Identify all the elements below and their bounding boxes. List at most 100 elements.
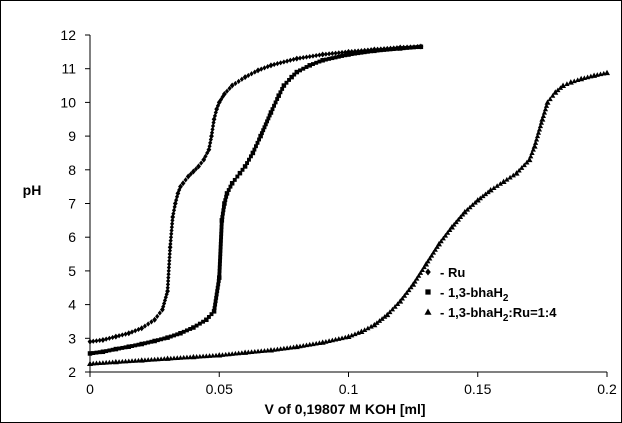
data-point	[317, 52, 322, 58]
legend-label: - Ru	[440, 265, 465, 280]
data-point	[320, 58, 325, 63]
data-point	[167, 254, 172, 261]
data-point	[405, 45, 410, 50]
data-point	[346, 48, 351, 55]
data-point	[275, 61, 280, 67]
data-point	[188, 171, 193, 177]
data-point	[172, 200, 178, 207]
x-tick-label: 0.1	[339, 381, 359, 397]
square-marker-icon	[425, 289, 431, 295]
data-point	[167, 248, 173, 254]
data-point	[368, 323, 374, 329]
data-point	[218, 258, 222, 263]
data-point	[526, 156, 533, 163]
data-point	[217, 268, 222, 273]
data-point	[487, 187, 494, 193]
data-point	[162, 336, 167, 341]
data-point	[453, 219, 459, 225]
data-point	[529, 150, 535, 156]
data-point	[100, 336, 106, 343]
data-point	[301, 66, 306, 71]
data-point	[287, 77, 291, 82]
data-point	[395, 46, 399, 51]
data-point	[146, 321, 151, 327]
data-point	[262, 65, 267, 71]
data-point	[524, 159, 530, 165]
y-tick-label: 10	[60, 94, 76, 110]
data-point	[196, 163, 201, 170]
data-point	[224, 88, 230, 94]
data-point	[259, 131, 264, 136]
data-point	[267, 113, 272, 118]
legend-label: - 1,3-bhaH2	[440, 285, 509, 304]
data-point	[166, 268, 171, 274]
data-point	[136, 342, 141, 347]
data-point	[228, 184, 233, 189]
data-point	[255, 140, 260, 145]
data-point	[349, 332, 355, 338]
data-point	[564, 81, 570, 86]
data-point	[180, 180, 186, 187]
data-point	[199, 160, 204, 166]
data-points	[87, 43, 610, 366]
data-point	[362, 327, 368, 332]
data-point	[169, 224, 174, 230]
data-point	[221, 204, 226, 209]
data-point	[412, 278, 418, 284]
data-point	[262, 125, 267, 130]
data-point	[343, 53, 348, 58]
data-point	[327, 56, 332, 61]
data-point	[374, 320, 380, 325]
data-point	[276, 93, 281, 98]
data-point	[169, 231, 174, 237]
data-point	[408, 45, 413, 50]
data-point	[542, 106, 549, 112]
data-point	[165, 288, 170, 295]
data-point	[504, 176, 510, 182]
axes: 2 3 4 5 6 7 8 9 10 11 12 0 0.05 0.1 0.15 0.2	[60, 27, 617, 397]
data-point	[258, 133, 263, 139]
data-point	[168, 334, 173, 339]
data-point	[219, 221, 224, 226]
data-point	[129, 329, 135, 335]
data-point	[217, 262, 222, 267]
data-point	[206, 315, 211, 319]
series-triangle	[87, 69, 610, 366]
data-point	[166, 271, 171, 277]
data-point	[530, 146, 536, 152]
data-point	[371, 321, 378, 328]
data-point	[210, 123, 216, 129]
data-point	[399, 295, 405, 301]
x-tick-label: 0.2	[597, 381, 617, 397]
data-point	[278, 90, 283, 95]
data-point	[91, 351, 96, 355]
data-point	[532, 140, 539, 145]
data-point	[539, 116, 546, 122]
data-point	[155, 338, 160, 343]
data-point	[365, 49, 370, 54]
data-point	[540, 113, 547, 118]
data-point	[97, 337, 102, 344]
data-point	[224, 194, 229, 199]
data-point	[167, 258, 172, 264]
data-point	[110, 347, 115, 352]
data-point	[172, 204, 177, 210]
data-point	[113, 346, 119, 352]
data-point	[261, 128, 266, 133]
data-point	[270, 107, 275, 112]
data-point	[117, 346, 122, 351]
data-point	[120, 332, 125, 338]
data-point	[323, 51, 328, 57]
data-point	[528, 153, 534, 159]
data-point	[550, 93, 556, 98]
data-point	[170, 217, 175, 223]
data-point	[213, 299, 218, 304]
data-point	[152, 316, 158, 323]
data-point	[133, 328, 138, 334]
data-point	[246, 72, 251, 79]
data-point	[491, 185, 497, 190]
data-point	[170, 221, 175, 227]
data-point	[314, 52, 319, 59]
data-point	[226, 188, 231, 192]
data-point	[521, 162, 527, 168]
